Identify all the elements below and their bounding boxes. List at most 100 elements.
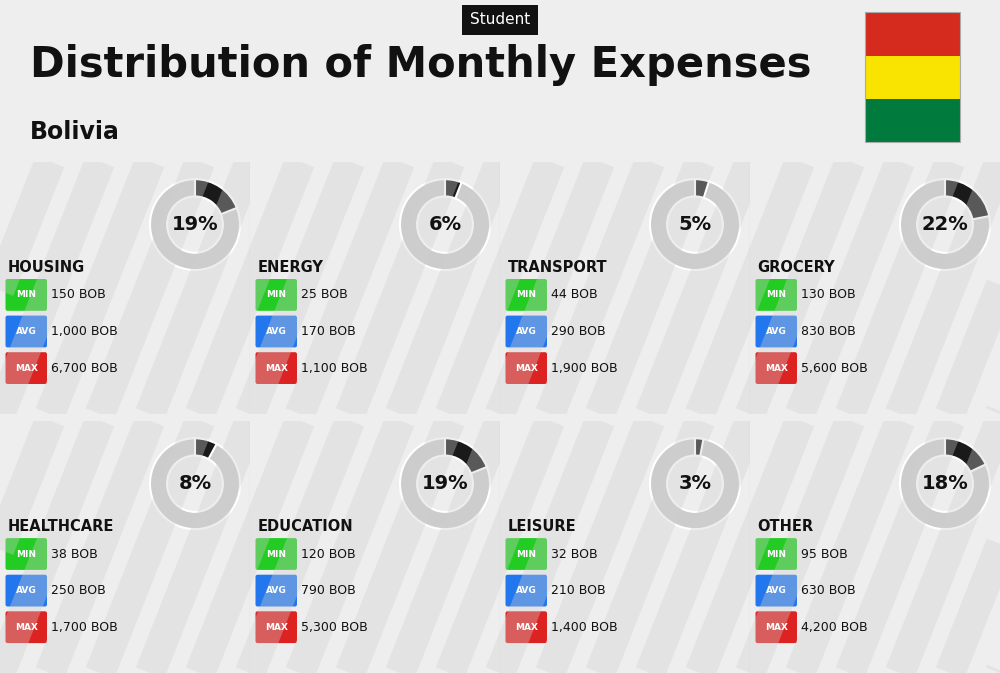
Text: 22%: 22%: [922, 215, 968, 234]
Text: 1,900 BOB: 1,900 BOB: [551, 361, 618, 375]
FancyBboxPatch shape: [756, 611, 797, 643]
Text: Distribution of Monthly Expenses: Distribution of Monthly Expenses: [30, 44, 812, 86]
Text: 290 BOB: 290 BOB: [551, 325, 606, 338]
Text: MIN: MIN: [16, 550, 36, 559]
Text: HEALTHCARE: HEALTHCARE: [8, 519, 114, 534]
Wedge shape: [400, 438, 490, 529]
Text: AVG: AVG: [516, 586, 537, 595]
Text: 250 BOB: 250 BOB: [51, 584, 106, 597]
Text: GROCERY: GROCERY: [758, 260, 835, 275]
FancyBboxPatch shape: [756, 279, 797, 311]
FancyBboxPatch shape: [865, 12, 960, 56]
Text: AVG: AVG: [266, 586, 287, 595]
Text: AVG: AVG: [266, 327, 287, 336]
Wedge shape: [900, 438, 990, 529]
Text: MIN: MIN: [16, 291, 36, 299]
FancyBboxPatch shape: [506, 279, 547, 311]
Text: MIN: MIN: [766, 291, 786, 299]
Text: Student: Student: [470, 12, 530, 28]
FancyBboxPatch shape: [5, 611, 47, 643]
FancyBboxPatch shape: [256, 352, 297, 384]
Text: ENERGY: ENERGY: [258, 260, 323, 275]
FancyBboxPatch shape: [5, 575, 47, 606]
Text: 170 BOB: 170 BOB: [301, 325, 356, 338]
Text: 18%: 18%: [922, 474, 968, 493]
FancyBboxPatch shape: [865, 56, 960, 99]
FancyBboxPatch shape: [506, 352, 547, 384]
Text: AVG: AVG: [16, 586, 37, 595]
FancyBboxPatch shape: [256, 279, 297, 311]
FancyBboxPatch shape: [865, 99, 960, 143]
Wedge shape: [945, 438, 986, 472]
Text: MAX: MAX: [15, 363, 38, 373]
Text: 95 BOB: 95 BOB: [801, 548, 848, 561]
FancyBboxPatch shape: [5, 352, 47, 384]
Text: 4,200 BOB: 4,200 BOB: [801, 621, 868, 634]
Text: MAX: MAX: [765, 363, 788, 373]
Text: 32 BOB: 32 BOB: [551, 548, 598, 561]
FancyBboxPatch shape: [756, 575, 797, 606]
Text: 5,600 BOB: 5,600 BOB: [801, 361, 868, 375]
Text: 630 BOB: 630 BOB: [801, 584, 856, 597]
FancyBboxPatch shape: [5, 538, 47, 570]
Wedge shape: [195, 438, 217, 459]
FancyBboxPatch shape: [756, 352, 797, 384]
Wedge shape: [445, 438, 487, 473]
Wedge shape: [400, 179, 490, 270]
Text: MAX: MAX: [265, 363, 288, 373]
Text: AVG: AVG: [16, 327, 37, 336]
FancyBboxPatch shape: [5, 316, 47, 347]
Text: 44 BOB: 44 BOB: [551, 289, 598, 302]
Text: 6,700 BOB: 6,700 BOB: [51, 361, 118, 375]
Text: EDUCATION: EDUCATION: [258, 519, 353, 534]
Wedge shape: [900, 179, 990, 270]
Text: 25 BOB: 25 BOB: [301, 289, 348, 302]
Text: OTHER: OTHER: [758, 519, 814, 534]
Wedge shape: [150, 179, 240, 270]
FancyBboxPatch shape: [5, 279, 47, 311]
Text: 1,000 BOB: 1,000 BOB: [51, 325, 118, 338]
Wedge shape: [445, 179, 462, 199]
Text: MIN: MIN: [516, 291, 536, 299]
Text: HOUSING: HOUSING: [8, 260, 85, 275]
Text: 130 BOB: 130 BOB: [801, 289, 856, 302]
Wedge shape: [150, 438, 240, 529]
Text: MIN: MIN: [266, 291, 286, 299]
Text: MAX: MAX: [15, 623, 38, 632]
FancyBboxPatch shape: [256, 316, 297, 347]
FancyBboxPatch shape: [506, 538, 547, 570]
Wedge shape: [695, 438, 703, 456]
FancyBboxPatch shape: [256, 611, 297, 643]
FancyBboxPatch shape: [756, 538, 797, 570]
Text: 5,300 BOB: 5,300 BOB: [301, 621, 368, 634]
Text: MIN: MIN: [766, 550, 786, 559]
Text: 830 BOB: 830 BOB: [801, 325, 856, 338]
Text: MIN: MIN: [516, 550, 536, 559]
Wedge shape: [650, 438, 740, 529]
Text: AVG: AVG: [766, 586, 787, 595]
Text: 1,700 BOB: 1,700 BOB: [51, 621, 118, 634]
Text: Bolivia: Bolivia: [30, 120, 120, 143]
FancyBboxPatch shape: [506, 575, 547, 606]
Text: TRANSPORT: TRANSPORT: [508, 260, 607, 275]
FancyBboxPatch shape: [756, 316, 797, 347]
Text: 1,400 BOB: 1,400 BOB: [551, 621, 618, 634]
Text: AVG: AVG: [766, 327, 787, 336]
Wedge shape: [945, 179, 989, 219]
Text: 38 BOB: 38 BOB: [51, 548, 98, 561]
Text: 5%: 5%: [678, 215, 712, 234]
Bar: [865, 12, 960, 143]
FancyBboxPatch shape: [256, 575, 297, 606]
Wedge shape: [695, 179, 709, 198]
Text: MAX: MAX: [265, 623, 288, 632]
Text: AVG: AVG: [516, 327, 537, 336]
Text: 790 BOB: 790 BOB: [301, 584, 356, 597]
FancyBboxPatch shape: [506, 316, 547, 347]
Wedge shape: [650, 179, 740, 270]
Text: 150 BOB: 150 BOB: [51, 289, 106, 302]
Text: LEISURE: LEISURE: [508, 519, 576, 534]
Text: MAX: MAX: [515, 623, 538, 632]
Text: MAX: MAX: [765, 623, 788, 632]
Text: MIN: MIN: [266, 550, 286, 559]
FancyBboxPatch shape: [256, 538, 297, 570]
